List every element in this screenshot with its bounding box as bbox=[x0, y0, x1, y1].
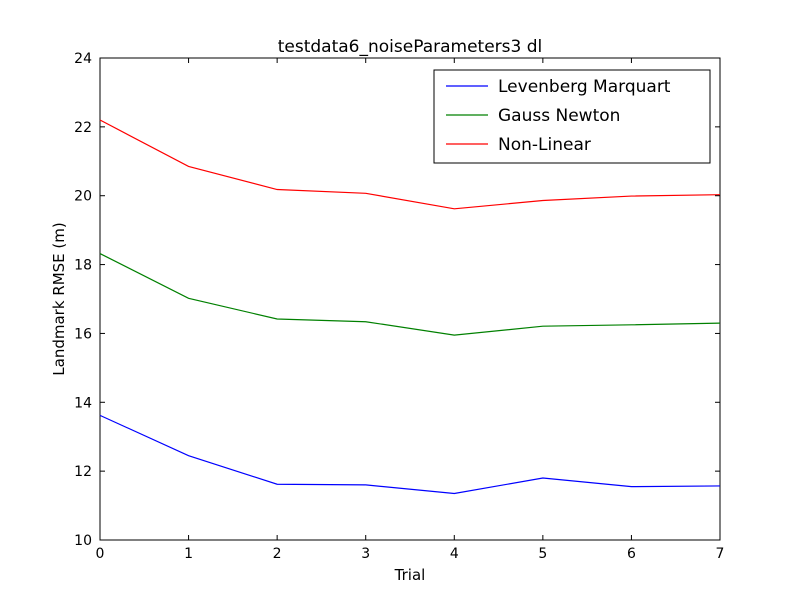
y-tick-label: 18 bbox=[74, 258, 92, 274]
y-tick-label: 22 bbox=[74, 120, 92, 136]
y-tick-label: 16 bbox=[74, 326, 92, 342]
x-axis-label: Trial bbox=[394, 566, 426, 584]
chart-title: testdata6_noiseParameters3 dl bbox=[278, 37, 543, 57]
x-tick-label: 7 bbox=[716, 546, 725, 562]
y-tick-label: 24 bbox=[74, 51, 92, 67]
legend-label: Non-Linear bbox=[498, 135, 591, 155]
legend-label: Levenberg Marquart bbox=[498, 77, 671, 97]
series-layer bbox=[99, 119, 721, 495]
y-axis-label: Landmark RMSE (m) bbox=[50, 222, 68, 375]
legend-label: Gauss Newton bbox=[498, 106, 620, 126]
x-tick-label: 1 bbox=[184, 546, 193, 562]
x-tick-label: 3 bbox=[361, 546, 370, 562]
x-tick-label: 0 bbox=[96, 546, 105, 562]
x-tick-label: 2 bbox=[273, 546, 282, 562]
legend: Levenberg Marquart Gauss Newton Non-Linear bbox=[433, 69, 711, 164]
y-tick-label: 12 bbox=[74, 464, 92, 480]
series-line-1 bbox=[99, 253, 721, 336]
series-line-2 bbox=[99, 119, 721, 210]
y-tick-label: 10 bbox=[74, 533, 92, 549]
x-tick-label: 4 bbox=[450, 546, 459, 562]
y-tick-label: 20 bbox=[74, 189, 92, 205]
x-tick-label: 6 bbox=[627, 546, 636, 562]
x-tick-label: 5 bbox=[538, 546, 547, 562]
series-line-0 bbox=[99, 414, 721, 495]
y-tick-label: 14 bbox=[74, 395, 92, 411]
